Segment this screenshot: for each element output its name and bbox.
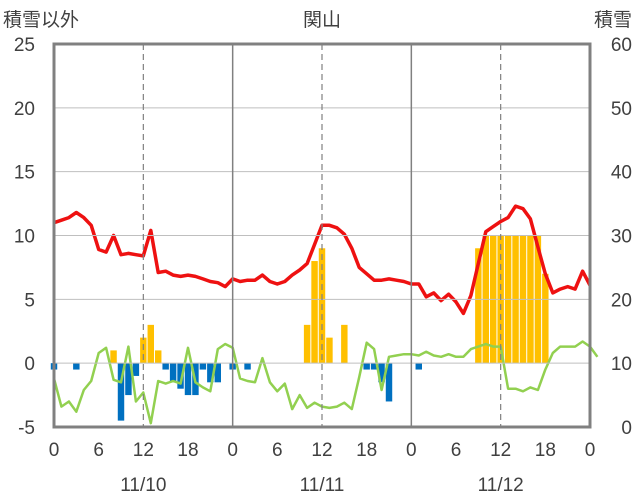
grid [52,42,592,429]
y-left-tick-label: 10 [14,227,35,248]
blue-bar [177,363,184,389]
y-left-tick-label: 5 [24,290,35,311]
plot-frame [52,42,592,429]
right-axis-label: 積雪 [594,9,632,31]
orange-bar [140,337,147,364]
x-hour-tick-label: 6 [451,440,462,461]
y-right-tick-label: 40 [611,163,632,184]
green-line [52,340,599,425]
x-hour-tick-label: 0 [585,440,596,461]
blue-bar [199,363,207,370]
blue-bar [415,363,422,370]
x-day-label: 11/10 [120,475,166,496]
x-hour-tick-label: 18 [535,440,556,461]
y-right-tick-label: 10 [611,354,632,375]
orange-bar [110,350,117,364]
y-left-tick-label: 0 [24,354,35,375]
orange-bar [341,324,348,364]
x-day-label: 11/11 [300,475,345,496]
y-left-tick-label: 15 [14,163,35,184]
y-right-tick-label: 20 [611,290,632,311]
orange-bar [147,324,154,364]
x-hour-tick-label: 12 [311,440,332,461]
blue-bar [385,363,393,402]
blue-bar [207,363,214,383]
blue-bar [117,363,125,421]
y-right-tick-label: 50 [611,99,632,120]
x-hour-tick-label: 6 [272,440,283,461]
orange-bar [475,248,482,364]
x-hour-tick-label: 12 [490,440,511,461]
x-hour-tick-label: 12 [133,440,154,461]
blue-bar [244,363,251,370]
blue-bars [50,363,422,421]
blue-bar [363,363,370,370]
orange-bar [155,350,162,364]
y-right-tick-label: 60 [611,35,632,56]
x-hour-tick-label: 0 [406,440,417,461]
x-hour-tick-label: 18 [356,440,377,461]
y-left-tick-label: -5 [18,418,35,439]
x-hour-tick-label: 0 [227,440,238,461]
blue-bar [169,363,177,383]
orange-bar [542,273,549,364]
y-left-tick-label: 20 [14,99,35,120]
x-hour-tick-label: 0 [49,440,60,461]
chart-title: 関山 [303,9,341,31]
blue-bar [73,363,80,370]
x-hour-tick-label: 18 [177,440,198,461]
left-axis-label: 積雪以外 [3,9,79,31]
orange-bar [326,337,333,364]
y-right-tick-label: 0 [621,418,632,439]
blue-bar [162,363,169,370]
blue-bar [214,363,221,383]
blue-bar [370,363,378,370]
x-hour-tick-label: 6 [93,440,104,461]
blue-bar [132,363,140,376]
y-right-tick-label: 30 [611,227,632,248]
orange-bar [311,261,318,364]
blue-bar [184,363,192,396]
x-day-label: 11/12 [478,475,524,496]
blue-bar [378,363,385,383]
blue-bar [125,363,132,396]
orange-bar [303,324,311,364]
y-left-tick-label: 25 [14,35,35,56]
